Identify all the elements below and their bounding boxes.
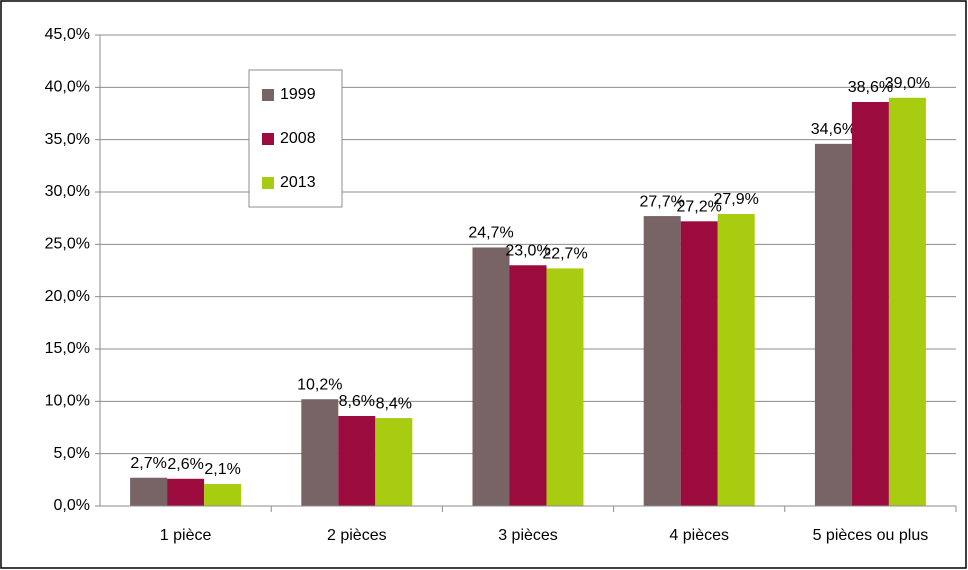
value-label: 2,1% bbox=[204, 461, 240, 478]
value-label: 34,6% bbox=[811, 121, 856, 138]
y-tick-label: 40,0% bbox=[45, 79, 90, 96]
value-label: 39,0% bbox=[885, 75, 930, 92]
x-tick-label: 2 pièces bbox=[327, 527, 387, 544]
legend: 1999 2008 2013 bbox=[248, 69, 343, 208]
value-label: 38,6% bbox=[848, 79, 893, 96]
legend-label: 1999 bbox=[280, 86, 316, 103]
legend-label: 2008 bbox=[280, 130, 316, 147]
bar bbox=[338, 415, 376, 506]
bar bbox=[546, 268, 584, 506]
value-label: 27,7% bbox=[640, 193, 685, 210]
x-tick-label: 3 pièces bbox=[498, 527, 558, 544]
value-label: 2,7% bbox=[130, 455, 166, 472]
legend-swatch bbox=[262, 89, 274, 101]
bar bbox=[375, 418, 413, 506]
bar bbox=[167, 478, 205, 506]
bar bbox=[643, 216, 681, 506]
y-tick-label: 35,0% bbox=[45, 131, 90, 148]
bar bbox=[814, 143, 852, 506]
y-tick-label: 20,0% bbox=[45, 288, 90, 305]
value-label: 10,2% bbox=[297, 376, 342, 393]
value-label: 22,7% bbox=[542, 246, 587, 263]
bar bbox=[851, 101, 889, 506]
value-label: 2,6% bbox=[167, 456, 203, 473]
value-label: 27,2% bbox=[677, 199, 722, 216]
bar bbox=[509, 265, 547, 506]
x-tick-label: 5 pièces ou plus bbox=[813, 527, 929, 544]
bar bbox=[717, 213, 755, 507]
y-tick-label: 25,0% bbox=[45, 236, 90, 253]
value-label: 23,0% bbox=[505, 242, 550, 259]
bar bbox=[130, 477, 168, 506]
y-tick-label: 0,0% bbox=[54, 497, 90, 514]
value-label: 24,7% bbox=[468, 225, 513, 242]
bar bbox=[680, 221, 718, 506]
y-tick-label: 5,0% bbox=[54, 445, 90, 462]
bar bbox=[301, 399, 339, 506]
x-tick-label: 4 pièces bbox=[669, 527, 729, 544]
y-tick-label: 30,0% bbox=[45, 183, 90, 200]
bar bbox=[888, 97, 926, 507]
legend-label: 2013 bbox=[280, 174, 316, 191]
legend-swatch bbox=[262, 177, 274, 189]
value-label: 8,6% bbox=[339, 393, 375, 410]
x-tick-label: 1 pièce bbox=[160, 527, 212, 544]
value-label: 27,9% bbox=[714, 191, 759, 208]
bar bbox=[204, 484, 242, 506]
bar bbox=[472, 247, 510, 506]
y-tick-label: 10,0% bbox=[45, 393, 90, 410]
y-tick-label: 45,0% bbox=[45, 26, 90, 43]
value-label: 8,4% bbox=[376, 395, 412, 412]
legend-swatch bbox=[262, 133, 274, 145]
y-tick-label: 15,0% bbox=[45, 340, 90, 357]
